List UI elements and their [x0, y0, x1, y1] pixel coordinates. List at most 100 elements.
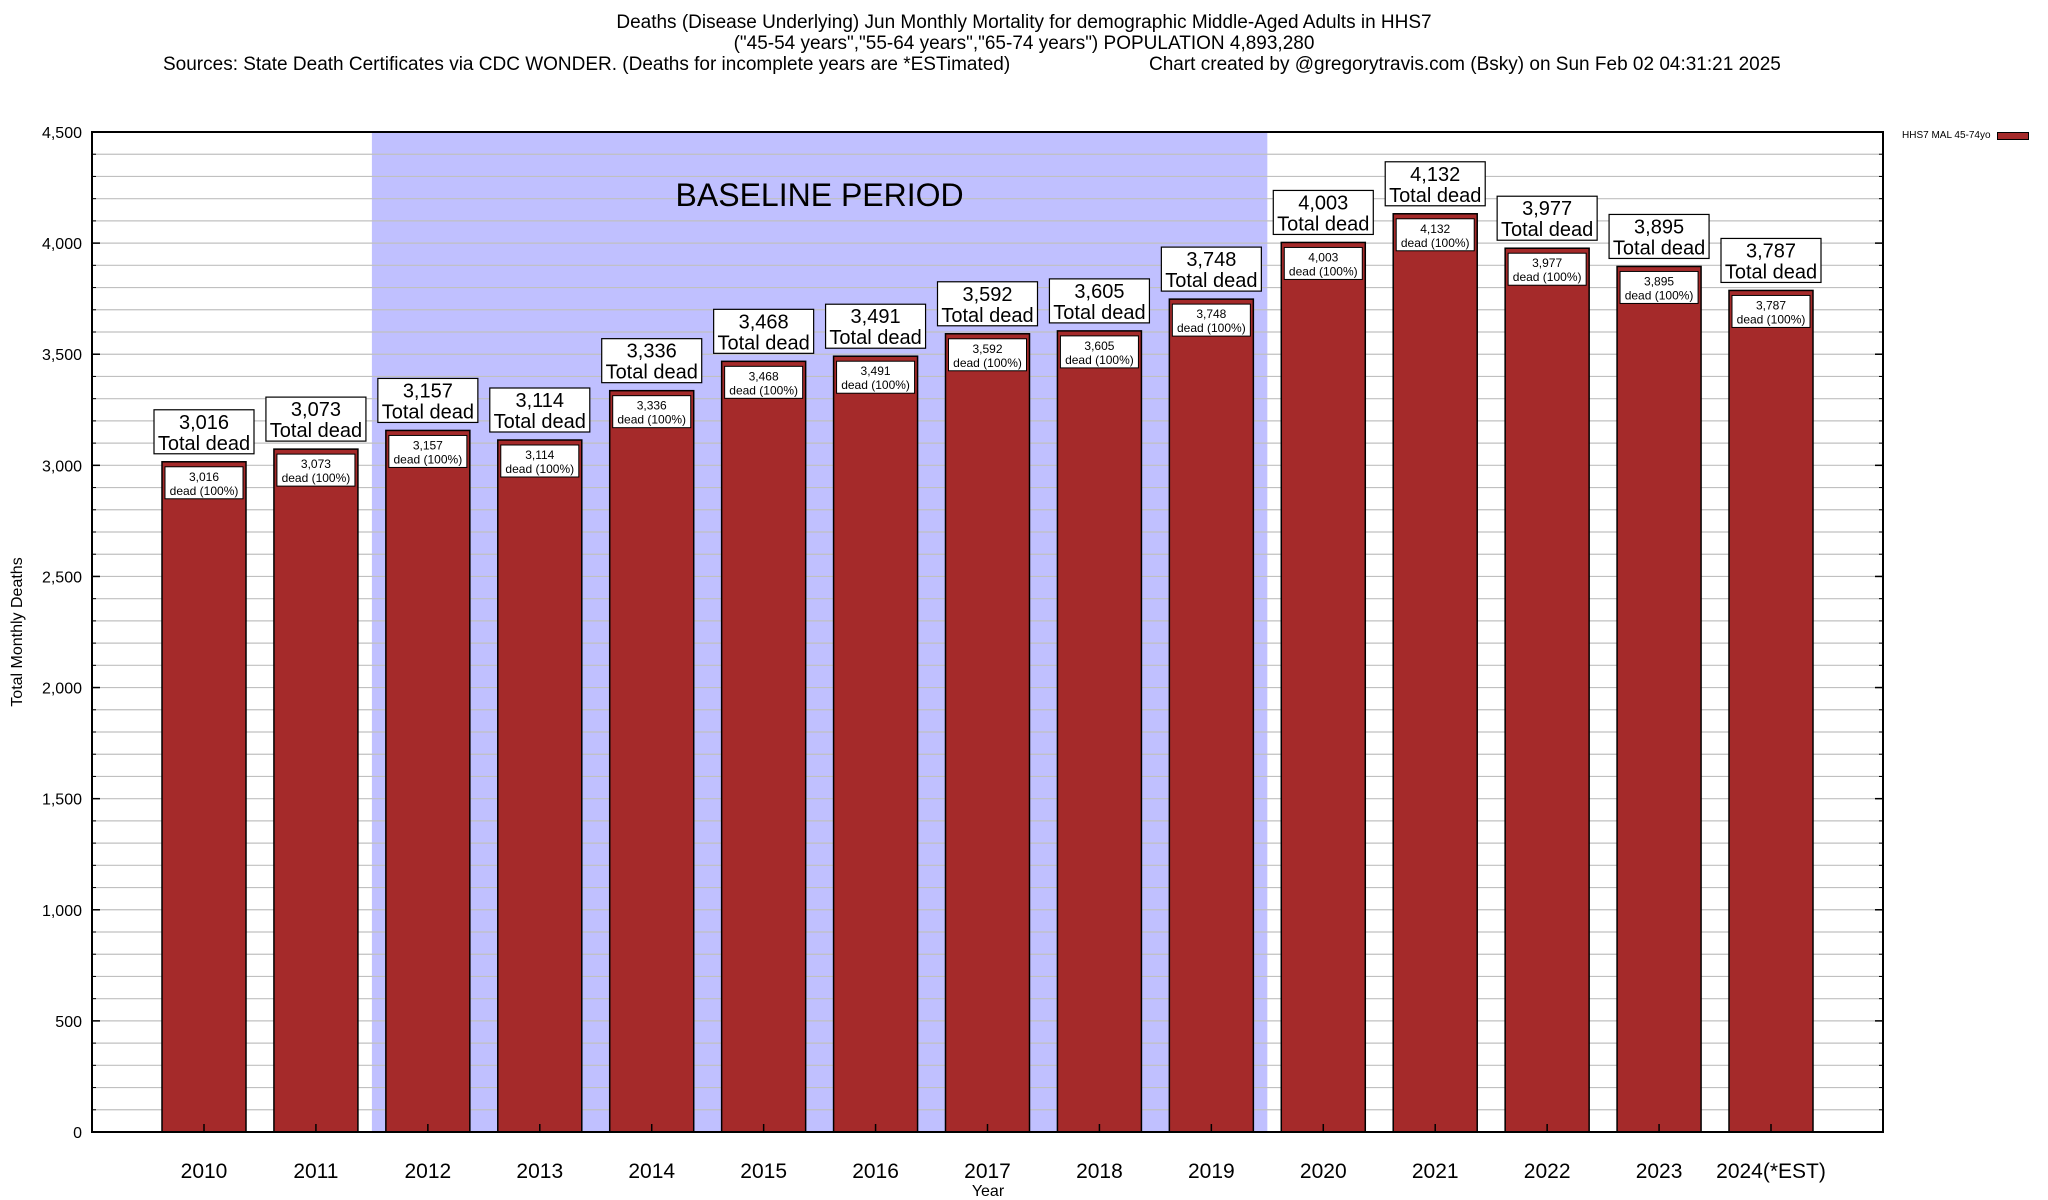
inner-pct-label: dead (100%) [282, 471, 351, 485]
y-tick-label: 3,500 [42, 347, 82, 364]
bar-2013 [497, 439, 583, 1133]
inner-label-box [388, 434, 468, 468]
top-label-box [601, 338, 703, 384]
x-axis-label: Year [972, 1183, 1005, 1200]
bar-2023 [1616, 265, 1702, 1133]
top-total-label: Total dead [382, 401, 474, 423]
legend-swatch [1996, 131, 2029, 140]
inner-label-box [1059, 335, 1139, 369]
top-value-label: 3,592 [962, 284, 1012, 306]
x-tick-label: 2013 [516, 1160, 563, 1183]
top-label-box [265, 396, 367, 442]
bar-2024(*EST) [1728, 289, 1814, 1133]
top-total-label: Total dead [1165, 270, 1257, 292]
top-total-label: Total dead [270, 420, 362, 442]
inner-label-box [1619, 270, 1699, 304]
top-label-box [824, 303, 927, 349]
top-label-box [936, 281, 1039, 327]
inner-value-label: 4,132 [1420, 222, 1450, 236]
top-label-box [713, 308, 815, 354]
top-total-label: Total dead [941, 305, 1033, 327]
top-total-label: Total dead [606, 362, 698, 384]
inner-label-box [500, 444, 580, 478]
top-value-label: 3,491 [851, 306, 901, 328]
plot-frame [91, 131, 1884, 1133]
inner-value-label: 4,003 [1308, 250, 1338, 264]
top-value-label: 3,468 [739, 311, 789, 333]
chart-title-block: Deaths (Disease Underlying) Jun Monthly … [0, 12, 2048, 54]
top-label-box [377, 377, 479, 424]
inner-value-label: 3,336 [637, 399, 667, 413]
top-label-box [1384, 161, 1486, 207]
top-value-label: 3,895 [1634, 216, 1684, 238]
top-label-box [1160, 246, 1262, 292]
top-total-label: Total dead [1501, 219, 1593, 241]
chart-subtitle: ("45-54 years","55-64 years","65-74 year… [733, 33, 1315, 54]
inner-value-label: 3,605 [1084, 339, 1114, 353]
y-tick-label: 0 [73, 1125, 82, 1142]
inner-label-box [1171, 303, 1251, 337]
bar-2017 [944, 333, 1031, 1133]
inner-pct-label: dead (100%) [953, 356, 1022, 370]
inner-value-label: 3,895 [1644, 274, 1674, 288]
top-total-label: Total dead [1053, 302, 1145, 324]
y-tick-label: 1,000 [42, 903, 82, 920]
bar-2021 [1392, 213, 1478, 1133]
x-tick-label: 2010 [181, 1160, 228, 1183]
bar-2022 [1504, 247, 1590, 1133]
inner-pct-label: dead (100%) [1065, 353, 1134, 367]
top-total-label: Total dead [1277, 213, 1369, 235]
inner-value-label: 3,073 [301, 457, 331, 471]
inner-pct-label: dead (100%) [170, 484, 239, 498]
inner-label-box [948, 338, 1027, 372]
top-value-label: 3,336 [627, 341, 677, 363]
inner-value-label: 3,592 [972, 342, 1002, 356]
legend-label: HHS7 MAL 45-74yo [1902, 130, 1991, 141]
bar-2019 [1168, 298, 1255, 1133]
y-tick-label: 1,500 [42, 792, 82, 809]
x-tick-label: 2023 [1636, 1160, 1683, 1183]
y-tick-label: 3,000 [42, 458, 82, 475]
top-value-label: 3,157 [403, 380, 453, 402]
top-total-label: Total dead [494, 411, 586, 433]
inner-label-box [1283, 246, 1363, 280]
bar-2018 [1056, 330, 1143, 1133]
legend: HHS7 MAL 45-74yo [1902, 130, 2029, 141]
top-label-box [489, 387, 591, 433]
top-value-label: 3,748 [1186, 249, 1236, 271]
inner-label-box [724, 365, 804, 399]
bar-2012 [385, 429, 471, 1133]
top-value-label: 3,114 [515, 390, 564, 412]
top-total-label: Total dead [717, 332, 809, 354]
inner-pct-label: dead (100%) [617, 413, 686, 427]
x-tick-label: 2017 [964, 1160, 1011, 1183]
inner-label-box [612, 395, 692, 429]
inner-value-label: 3,114 [525, 448, 554, 462]
y-axis-label: Total Monthly Deaths [9, 557, 26, 706]
bar-2015 [720, 360, 807, 1133]
inner-pct-label: dead (100%) [1513, 270, 1582, 284]
bar-2011 [273, 448, 359, 1133]
inner-pct-label: dead (100%) [1401, 236, 1470, 250]
y-tick-label: 500 [55, 1014, 82, 1031]
top-value-label: 3,787 [1746, 240, 1796, 262]
baseline-period-label: BASELINE PERIOD [676, 177, 964, 213]
x-tick-label: 2018 [1076, 1160, 1123, 1183]
inner-value-label: 3,748 [1196, 307, 1226, 321]
x-tick-label: 2022 [1524, 1160, 1571, 1183]
x-tick-label: 2024(*EST) [1716, 1160, 1826, 1183]
inner-value-label: 3,468 [749, 369, 779, 383]
top-value-label: 4,132 [1410, 164, 1460, 186]
top-value-label: 4,003 [1298, 192, 1348, 214]
top-total-label: Total dead [1613, 237, 1705, 259]
inner-pct-label: dead (100%) [1177, 321, 1246, 335]
x-tick-label: 2020 [1300, 1160, 1347, 1183]
inner-label-box [164, 466, 244, 500]
top-total-label: Total dead [1389, 185, 1481, 207]
inner-label-box [1731, 294, 1811, 328]
inner-value-label: 3,787 [1756, 298, 1786, 312]
inner-label-box [1507, 252, 1587, 286]
x-tick-label: 2019 [1188, 1160, 1235, 1183]
top-label-box [1608, 213, 1710, 260]
